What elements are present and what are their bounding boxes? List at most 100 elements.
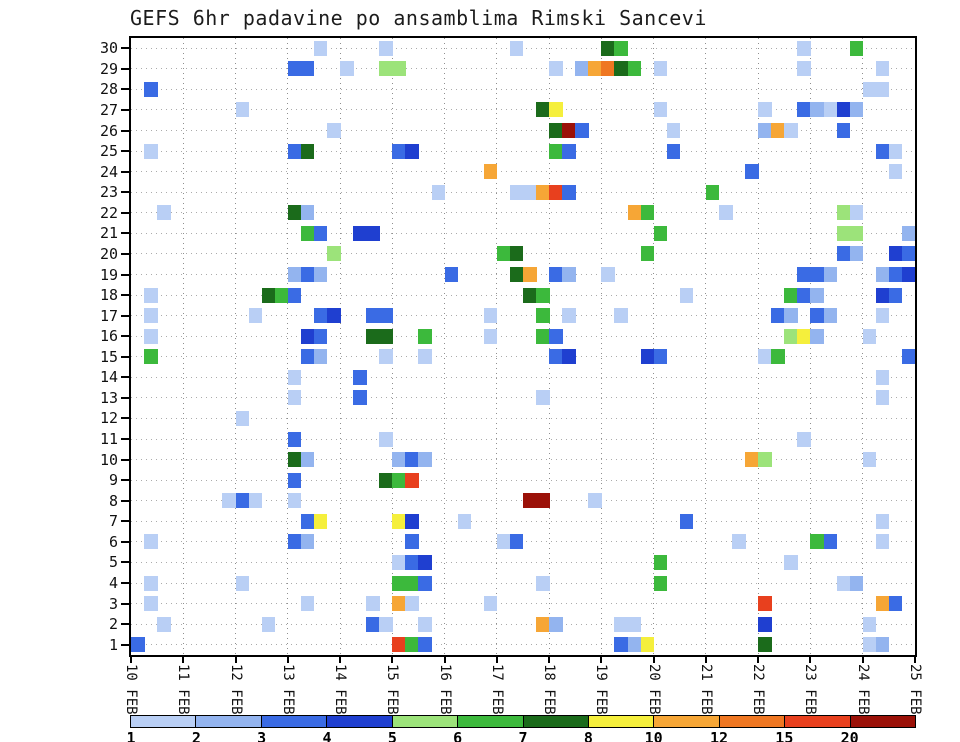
heatmap-cell [144, 81, 158, 97]
grid-line-horizontal [131, 417, 915, 419]
grid-line-horizontal [131, 603, 915, 605]
y-axis-tick [121, 376, 129, 379]
heatmap-cell [496, 534, 511, 550]
grid-line-vertical [862, 38, 864, 655]
y-axis-tick [121, 108, 129, 111]
heatmap-cell [287, 205, 302, 221]
heatmap-cell [627, 205, 642, 221]
y-axis-tick [121, 47, 129, 50]
grid-line-vertical [444, 38, 446, 655]
y-axis-tick [121, 438, 129, 441]
heatmap-cell [287, 472, 302, 488]
heatmap-cell [509, 534, 524, 550]
x-axis-tick [600, 657, 603, 663]
heatmap-cell [797, 61, 811, 77]
heatmap-cell [601, 61, 615, 77]
y-axis-label: 28 [99, 80, 118, 99]
chart-title: GEFS 6hr padavine po ansamblima Rimski S… [130, 6, 707, 30]
heatmap-cell [313, 225, 328, 241]
x-axis-label: 14 FEB [332, 664, 349, 715]
heatmap-cell [313, 267, 328, 283]
heatmap-cell [300, 143, 315, 159]
grid-line-horizontal [131, 88, 915, 90]
colorbar-segment [588, 716, 655, 727]
heatmap-cell [405, 575, 419, 591]
grid-line-vertical [182, 38, 184, 655]
y-axis-tick [121, 540, 129, 543]
heatmap-cell [719, 205, 733, 221]
heatmap-cell [392, 637, 406, 653]
y-axis-label: 10 [99, 450, 118, 469]
heatmap-cell [614, 637, 628, 653]
colorbar-segment [327, 716, 393, 727]
grid-line-horizontal [131, 376, 915, 378]
heatmap-cell [287, 61, 302, 77]
heatmap-cell [823, 308, 838, 324]
y-axis-tick [121, 211, 129, 214]
y-axis-tick [121, 170, 129, 173]
x-axis-tick [391, 657, 394, 663]
x-axis-label: 20 FEB [645, 664, 662, 715]
y-axis-label: 3 [108, 594, 118, 613]
colorbar-segment [131, 716, 197, 727]
y-axis-tick [121, 191, 129, 194]
heatmap-cell [418, 637, 432, 653]
grid-line-horizontal [131, 150, 915, 152]
grid-line-horizontal [131, 479, 915, 481]
heatmap-cell [875, 513, 890, 529]
grid-line-horizontal [131, 561, 915, 563]
grid-line-vertical [705, 38, 707, 655]
heatmap-cell [222, 493, 236, 509]
heatmap-cell [627, 61, 642, 77]
heatmap-cell [784, 308, 798, 324]
heatmap-cell [392, 452, 406, 468]
x-axis-label: 25 FEB [907, 664, 923, 715]
heatmap-cell [536, 287, 550, 303]
heatmap-cell [653, 554, 668, 570]
colorbar-segment [392, 716, 459, 727]
heatmap-cell [653, 575, 668, 591]
heatmap-cell [549, 349, 563, 365]
x-axis-tick [234, 657, 237, 663]
heatmap-cell [862, 328, 877, 344]
y-axis-tick [121, 643, 129, 646]
grid-line-vertical [287, 38, 289, 655]
colorbar-segment [654, 716, 720, 727]
heatmap-cell [300, 225, 315, 241]
y-axis-label: 5 [108, 553, 118, 572]
heatmap-cell [366, 225, 380, 241]
x-axis-tick [914, 657, 916, 663]
x-axis-tick [809, 657, 812, 663]
heatmap-cell [771, 123, 785, 139]
x-axis-tick [861, 657, 864, 663]
heatmap-cell [849, 205, 864, 221]
heatmap-cell [562, 308, 576, 324]
heatmap-cell [849, 225, 864, 241]
heatmap-cell [562, 349, 576, 365]
heatmap-cell [575, 123, 589, 139]
heatmap-cell [888, 287, 903, 303]
colorbar-label: 7 [518, 729, 528, 742]
heatmap-cell [483, 328, 498, 344]
heatmap-cell [627, 637, 642, 653]
heatmap-cell [509, 246, 524, 262]
heatmap-cell [614, 308, 628, 324]
heatmap-cell [875, 308, 890, 324]
heatmap-cell [248, 308, 263, 324]
x-axis-label: 24 FEB [854, 664, 871, 715]
heatmap-cell [875, 143, 890, 159]
heatmap-cell [549, 328, 563, 344]
heatmap-cell [849, 40, 864, 56]
heatmap-cell [523, 184, 537, 200]
heatmap-cell [549, 184, 563, 200]
heatmap-cell [144, 308, 158, 324]
heatmap-cell [797, 287, 811, 303]
heatmap-cell [901, 349, 915, 365]
heatmap-cell [300, 61, 315, 77]
heatmap-cell [588, 493, 602, 509]
x-axis-label: 10 FEB [123, 664, 139, 715]
y-axis-label: 12 [99, 409, 118, 428]
x-axis-tick [704, 657, 707, 663]
y-axis-label: 19 [99, 265, 118, 284]
grid-line-vertical [339, 38, 341, 655]
